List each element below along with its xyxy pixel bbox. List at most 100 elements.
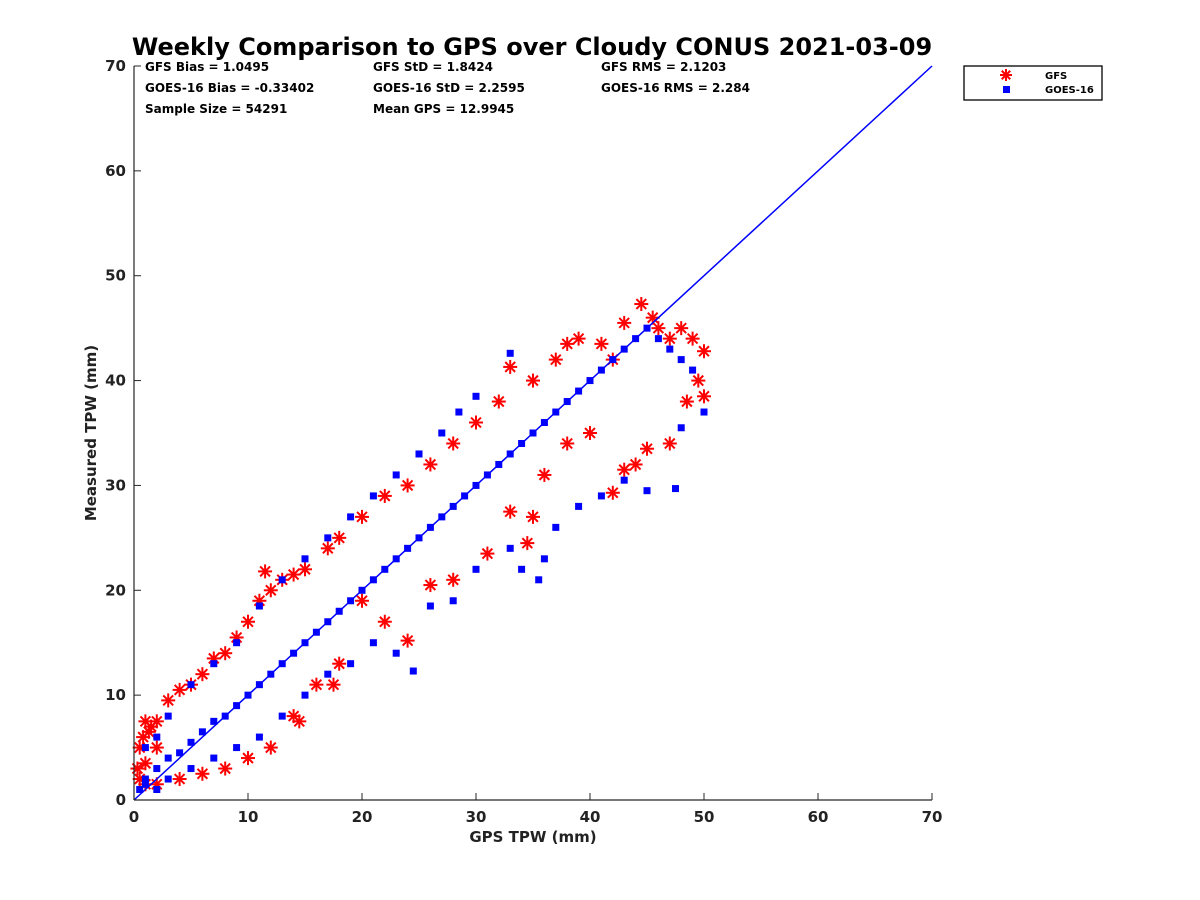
gfs-point [634, 297, 649, 312]
gfs-point [679, 394, 694, 409]
goes16-point [409, 667, 417, 675]
goes16-point [176, 749, 184, 757]
goes16-point [153, 733, 161, 741]
goes16-point [278, 712, 286, 720]
gfs-point [691, 373, 706, 388]
gfs-point [332, 656, 347, 671]
axes: 0 10 20 30 40 50 60 70 0 10 20 30 40 50 60 70 [105, 57, 942, 826]
goes16-point [187, 681, 195, 689]
goes16-point [438, 429, 446, 437]
goes16-point [472, 565, 480, 573]
goes16-point [575, 502, 583, 510]
x-tick-label: 50 [694, 808, 715, 826]
gfs-point [583, 426, 597, 440]
x-axis-label: GPS TPW (mm) [469, 828, 596, 846]
stat-text: Sample Size = 54291 [145, 102, 287, 116]
gfs-point [503, 359, 518, 374]
gfs-point [560, 436, 575, 451]
goes16-point [141, 775, 149, 783]
stat-text: GOES-16 Bias = -0.33402 [145, 81, 314, 95]
goes16-point [392, 649, 400, 657]
goes16-point [324, 670, 332, 678]
legend: GFS GOES-16 [963, 65, 1103, 101]
stat-text: GFS RMS = 2.1203 [601, 60, 726, 74]
gfs-point [218, 761, 233, 776]
gfs-point [697, 389, 711, 404]
legend-gfs-marker [1000, 69, 1012, 81]
gfs-point [446, 436, 461, 451]
gfs-point [241, 614, 255, 629]
goes16-point [233, 744, 241, 752]
goes16-point [255, 602, 263, 610]
y-tick-label: 40 [105, 372, 126, 390]
gfs-point [469, 415, 483, 430]
x-tick-label: 30 [466, 808, 487, 826]
gfs-point [651, 321, 666, 336]
gfs-point [149, 740, 164, 755]
goes16-point [518, 565, 526, 573]
goes16-point [347, 513, 355, 521]
goes16-point [141, 780, 149, 788]
plot-area [130, 65, 933, 801]
chart-title: Weekly Comparison to GPS over Cloudy CON… [132, 33, 932, 61]
gfs-point [218, 646, 233, 661]
goes16-point [552, 523, 560, 531]
gfs-point [617, 315, 632, 330]
y-ticks: 0 10 20 30 40 50 60 70 [105, 57, 141, 809]
legend-goes16-label: GOES-16 [1045, 85, 1094, 96]
y-axis-label: Measured TPW (mm) [82, 345, 100, 521]
gfs-point [286, 567, 301, 582]
stat-text: GOES-16 RMS = 2.284 [601, 81, 750, 95]
gfs-point [326, 677, 341, 692]
goes16-point [392, 471, 400, 479]
goes16-point [164, 712, 172, 720]
gfs-point [320, 541, 335, 556]
goes16-point [643, 487, 651, 495]
gfs-point [662, 331, 677, 346]
goes16-point [672, 485, 679, 493]
goes16-point [455, 408, 463, 416]
gfs-point [697, 344, 711, 359]
goes16-point [369, 639, 377, 647]
gfs-point [560, 336, 575, 351]
goes16-point [620, 476, 628, 484]
gfs-point [423, 578, 438, 593]
goes16-point [472, 392, 480, 400]
goes16-point [187, 738, 195, 746]
goes16-point [301, 691, 309, 699]
gfs-point [263, 740, 278, 755]
gfs-point [292, 714, 307, 729]
gfs-point [520, 536, 535, 551]
gfs-point [548, 352, 563, 367]
one-to-one-line [133, 65, 933, 801]
x-tick-label: 0 [129, 808, 139, 826]
y-tick-label: 70 [105, 57, 126, 75]
goes16-point [700, 408, 708, 416]
gfs-point [423, 457, 438, 472]
y-tick-label: 20 [105, 581, 126, 599]
goes16-point [666, 345, 674, 353]
goes16-point [210, 660, 218, 668]
stat-text: Mean GPS = 12.9945 [373, 102, 514, 116]
goes16-point [301, 555, 309, 563]
goes16-point [278, 576, 286, 584]
goes16-point [198, 728, 206, 736]
goes16-point [164, 754, 172, 762]
goes16-point [677, 424, 685, 432]
gfs-point [685, 331, 700, 346]
gfs-point [640, 441, 654, 456]
gfs-point [195, 667, 210, 682]
gfs-point [594, 336, 609, 351]
goes16-point [153, 786, 161, 794]
gfs-point [172, 682, 187, 697]
stat-text: GFS Bias = 1.0495 [145, 60, 269, 74]
goes16-point [324, 534, 332, 542]
gfs-point [377, 614, 392, 629]
gfs-point [503, 504, 518, 519]
y-tick-label: 60 [105, 162, 126, 180]
gfs-point [258, 564, 273, 579]
gfs-point [674, 321, 689, 336]
gfs-point [480, 546, 495, 561]
x-tick-label: 20 [352, 808, 373, 826]
